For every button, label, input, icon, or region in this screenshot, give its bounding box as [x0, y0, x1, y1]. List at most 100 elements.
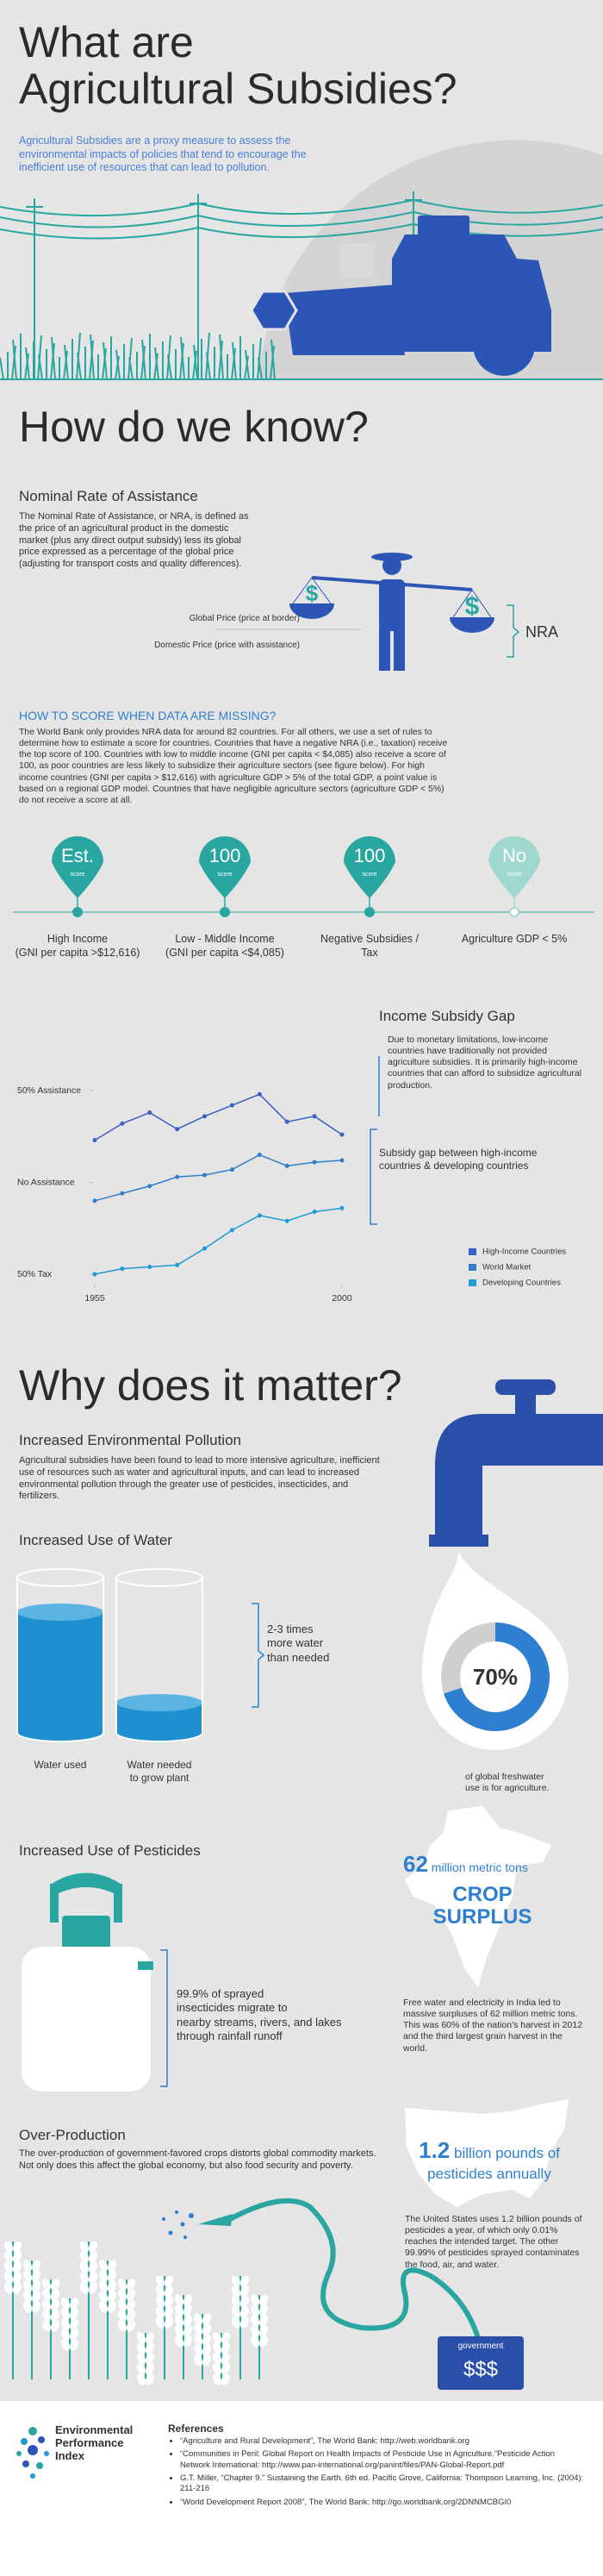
wheat-grain [117, 2279, 127, 2291]
grass-blade [218, 340, 223, 380]
nra-heading: Nominal Rate of Assistance [19, 488, 198, 504]
wheat-grain [12, 2261, 22, 2273]
wheat-grain [145, 2373, 155, 2385]
wheat-grain [12, 2241, 22, 2253]
grass-blade [232, 341, 237, 380]
gap-heading: Income Subsidy Gap [379, 1008, 515, 1024]
wheat-grain [41, 2310, 52, 2322]
grass-blade [140, 345, 146, 380]
grass-blade [63, 350, 68, 380]
wheat-grain [98, 2270, 109, 2282]
wheat-grain [155, 2285, 165, 2298]
wheat-grain [107, 2280, 117, 2292]
money-label: $$$ [463, 2358, 499, 2381]
legend-label: Developing Countries [482, 1279, 561, 1288]
crop-title: CROP SURPLUS [432, 1883, 532, 1929]
pin [52, 836, 103, 898]
wheat-grain [69, 2318, 79, 2330]
point [147, 1184, 152, 1189]
wheat-grain [126, 2310, 136, 2322]
overproduction-text: The over-production of government-favore… [19, 2148, 376, 2171]
wheat-grain [250, 2325, 260, 2337]
point [339, 1132, 345, 1137]
intro: Agricultural Subsidies are a proxy measu… [19, 134, 307, 174]
wheat-grain [98, 2260, 109, 2272]
point [92, 1198, 97, 1204]
wheat-grain [164, 2317, 174, 2329]
wheat-grain [145, 2342, 155, 2354]
wheat-grain [231, 2317, 241, 2329]
wheat-grain [60, 2329, 71, 2341]
pin-caption: High Income (GNI per capita >$12,616) [15, 933, 140, 959]
grass-blade [179, 342, 184, 380]
grass-blade [141, 339, 146, 380]
wheat-grain [69, 2329, 79, 2341]
grass-blade [270, 339, 276, 380]
crop-text: Free water and electricity in India led … [403, 1998, 583, 2054]
footer-background [0, 2401, 603, 2576]
wheat-grain [41, 2299, 52, 2311]
point [120, 1266, 125, 1272]
wheat-grain [239, 2275, 250, 2287]
wheat-grain [258, 2294, 269, 2306]
domestic-price: Domestic Price (price with assistance) [154, 641, 300, 650]
wheat-grain [3, 2272, 14, 2284]
donut: 70% [444, 1623, 550, 1731]
section-title: Why does it matter? [19, 1361, 402, 1410]
grass-blade [193, 344, 198, 380]
harvest-scene [0, 140, 603, 380]
grass-blade [12, 339, 17, 380]
wheat-grain [60, 2298, 71, 2310]
wheat-grain [88, 2251, 98, 2263]
point [147, 1264, 152, 1269]
wheat-field [3, 2241, 269, 2385]
grass-blade [77, 352, 82, 380]
wheat-grain [22, 2260, 33, 2272]
wheat-grain [117, 2299, 127, 2311]
wheat-grain [136, 2363, 146, 2375]
global-price: Global Price (price at border) [189, 614, 300, 623]
y-tick-label: 50% Tax [17, 1269, 53, 1279]
wheat-grain [88, 2282, 98, 2294]
wheat-grain [212, 2353, 222, 2365]
wheat-grain [107, 2301, 117, 2313]
wheat-grain [69, 2298, 79, 2310]
grass-blade [167, 354, 172, 380]
wheat-grain [50, 2310, 60, 2322]
point [202, 1172, 208, 1178]
pin-value: 100 [354, 845, 386, 866]
wheat-grain [12, 2272, 22, 2284]
y-tick-label: No Assistance [17, 1177, 75, 1187]
point [175, 1174, 180, 1179]
grass-blade [115, 349, 121, 380]
wheat-grain [250, 2335, 260, 2348]
grass-blade [90, 334, 95, 380]
wheat-grain [239, 2296, 250, 2308]
grass-blade [51, 336, 56, 380]
pin-value: Est. [61, 845, 94, 866]
grass-blade [128, 357, 134, 380]
us-number: 1.2 [419, 2137, 451, 2163]
title: What are Agricultural Subsidies? [19, 18, 457, 113]
series-line [94, 1207, 343, 1275]
pin-caption: Low - Middle Income (GNI per capita <$4,… [165, 933, 284, 959]
point [339, 1158, 345, 1163]
crop-number: 62 [403, 1851, 428, 1877]
grass-blade [219, 334, 224, 380]
wheat-grain [221, 2363, 231, 2375]
legend-label: High-Income Countries [482, 1247, 566, 1257]
pin-unit: score [362, 872, 376, 878]
line-chart: 50% Assistance No Assistance 50% Tax 1955 20… [17, 1085, 566, 1304]
pin-unit: score [507, 872, 521, 878]
donut-arc [444, 1623, 550, 1731]
wheat-grain [79, 2251, 90, 2263]
sprayer [22, 1873, 168, 2091]
point [284, 1218, 289, 1223]
wheat-grain [79, 2272, 90, 2284]
gap-text: Due to monetary limitations, low-income … [388, 1035, 582, 1091]
government-box [438, 2336, 524, 2390]
wheat-grain [174, 2304, 184, 2317]
wheat-grain [31, 2270, 41, 2282]
wheat-grain [22, 2291, 33, 2303]
wheat-grain [202, 2344, 212, 2356]
